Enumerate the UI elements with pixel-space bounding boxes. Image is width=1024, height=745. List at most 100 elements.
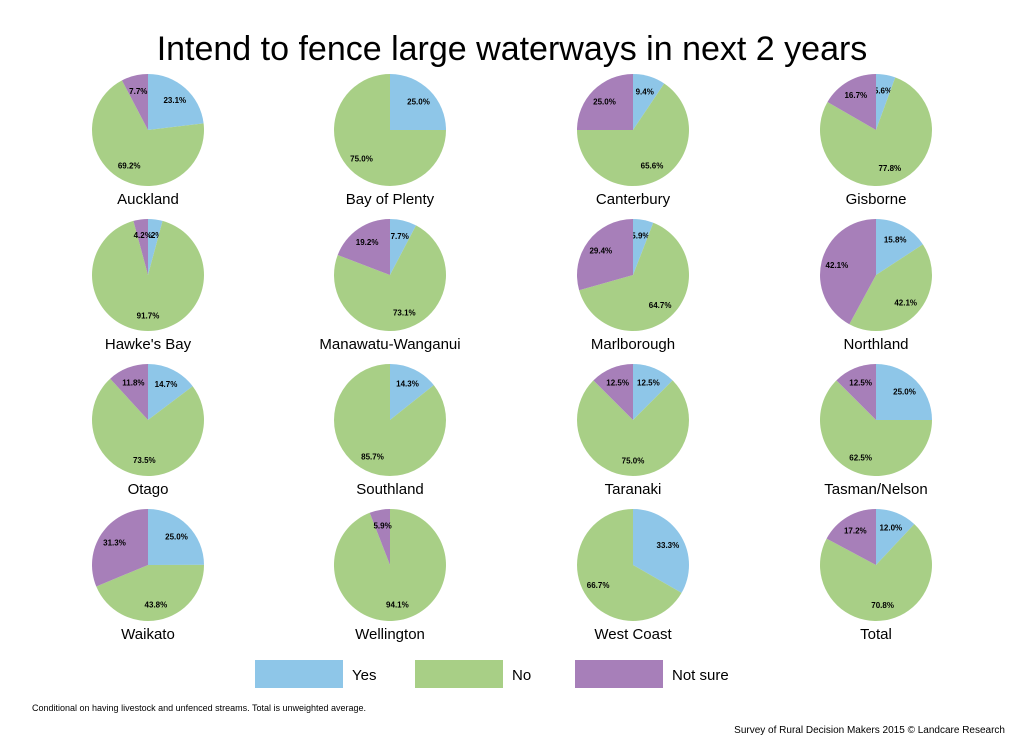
pie-value-label: 65.6% bbox=[641, 162, 664, 171]
pie-value-label: 75.0% bbox=[622, 456, 645, 465]
pie-value-label: 77.8% bbox=[878, 164, 901, 173]
pie-slice-not-sure bbox=[121, 74, 148, 130]
pie-slice-no bbox=[96, 564, 205, 621]
pie-slice-yes bbox=[390, 219, 417, 275]
pie-value-label: 12.5% bbox=[637, 379, 660, 388]
pie-value-label: 5.6% bbox=[874, 86, 892, 95]
pie-region-label: Northland bbox=[843, 336, 908, 353]
pie-value-label: 73.5% bbox=[133, 456, 156, 465]
pie-slice-yes bbox=[148, 74, 204, 130]
pie-grid: 23.1% 69.2% 7.7% Auckland 25.0% 75.0% Bay of P… bbox=[91, 73, 932, 643]
pie-value-label: 69.2% bbox=[118, 162, 141, 171]
pie-slice-no bbox=[334, 225, 447, 332]
pie-slice-no bbox=[579, 222, 690, 331]
footnote: Conditional on having livestock and unfe… bbox=[32, 703, 366, 713]
pie-hawke-s-bay: 4.2% 91.7% 4.2% Hawke's Bay bbox=[92, 219, 204, 353]
pie-slice-not-sure bbox=[577, 74, 633, 130]
pie-slice-not-sure bbox=[92, 509, 148, 587]
pie-slice-no bbox=[91, 80, 204, 187]
pie-value-label: 42.1% bbox=[894, 298, 917, 307]
pie-value-label: 25.0% bbox=[893, 388, 916, 397]
legend-swatch-yes bbox=[255, 660, 343, 688]
pie-region-label: Gisborne bbox=[846, 191, 907, 208]
pie-value-label: 75.0% bbox=[350, 155, 373, 164]
pie-value-label: 66.7% bbox=[587, 581, 610, 590]
pie-value-label: 7.7% bbox=[129, 87, 147, 96]
pie-slice-not-sure bbox=[110, 364, 148, 420]
pie-slice-not-sure bbox=[369, 509, 390, 565]
pie-region-label: Canterbury bbox=[596, 191, 671, 208]
pie-slice-yes bbox=[633, 219, 654, 275]
pie-region-label: West Coast bbox=[594, 626, 672, 643]
pie-slice-not-sure bbox=[820, 219, 876, 325]
pie-manawatu-wanganui: 7.7% 73.1% 19.2% Manawatu-Wanganui bbox=[319, 219, 461, 353]
pie-region-label: Auckland bbox=[117, 191, 179, 208]
pie-slice-yes bbox=[148, 219, 163, 275]
pie-taranaki: 12.5% 75.0% 12.5% Taranaki bbox=[577, 364, 690, 498]
pie-value-label: 64.7% bbox=[649, 301, 672, 310]
pie-region-label: Total bbox=[860, 626, 892, 643]
pie-region-label: Otago bbox=[128, 481, 169, 498]
pie-value-label: 14.3% bbox=[396, 380, 419, 389]
pie-value-label: 73.1% bbox=[393, 309, 416, 318]
legend-label-no: No bbox=[512, 667, 531, 684]
pie-slice-no bbox=[577, 83, 689, 187]
pie-northland: 15.8% 42.1% 42.1% Northland bbox=[820, 219, 932, 353]
pie-bay-of-plenty: 25.0% 75.0% Bay of Plenty bbox=[334, 74, 446, 208]
pie-total: 12.0% 70.8% 17.2% Total bbox=[819, 509, 932, 643]
source-credit: Survey of Rural Decision Makers 2015 © L… bbox=[734, 725, 1005, 736]
pie-value-label: 7.7% bbox=[391, 232, 409, 241]
pie-value-label: 62.5% bbox=[849, 453, 872, 462]
pie-slice-no bbox=[333, 509, 446, 622]
pie-value-label: 12.5% bbox=[606, 379, 629, 388]
pie-region-label: Manawatu-Wanganui bbox=[319, 336, 460, 353]
pie-value-label: 43.8% bbox=[145, 601, 168, 610]
pie-value-label: 17.2% bbox=[844, 526, 867, 535]
pie-value-label: 19.2% bbox=[356, 238, 379, 247]
legend-label-yes: Yes bbox=[352, 667, 376, 684]
pie-value-label: 9.4% bbox=[636, 87, 654, 96]
pie-value-label: 31.3% bbox=[103, 539, 126, 548]
pie-value-label: 25.0% bbox=[593, 98, 616, 107]
pie-slice-yes bbox=[633, 509, 690, 593]
pie-slice-no bbox=[92, 220, 204, 331]
pie-slice-not-sure bbox=[133, 219, 148, 275]
pie-gisborne: 5.6% 77.8% 16.7% Gisborne bbox=[819, 73, 932, 208]
pie-slice-no bbox=[333, 364, 446, 476]
pie-value-label: 29.4% bbox=[589, 247, 612, 256]
pie-slice-yes bbox=[633, 364, 673, 420]
pie-otago: 14.7% 73.5% 11.8% Otago bbox=[92, 364, 205, 498]
pie-slice-no bbox=[820, 380, 932, 476]
pie-west-coast: 33.3% 66.7% West Coast bbox=[577, 509, 690, 643]
pie-slice-no bbox=[577, 380, 690, 476]
pie-slice-yes bbox=[390, 364, 434, 420]
legend-label-not-sure: Not sure bbox=[672, 667, 729, 684]
pie-value-label: 12.5% bbox=[849, 379, 872, 388]
pie-slice-yes bbox=[876, 364, 932, 420]
pie-value-label: 11.8% bbox=[122, 378, 144, 387]
pie-value-label: 16.7% bbox=[844, 91, 867, 100]
pie-value-label: 94.1% bbox=[386, 601, 409, 610]
pie-value-label: 4.2% bbox=[134, 231, 152, 240]
pie-slice-no bbox=[849, 244, 932, 331]
pie-value-label: 42.1% bbox=[826, 261, 849, 270]
pie-slice-no bbox=[819, 77, 932, 186]
pie-slice-no bbox=[819, 524, 932, 622]
pie-slice-not-sure bbox=[827, 74, 876, 130]
pie-value-label: 5.9% bbox=[631, 231, 649, 240]
pie-slice-not-sure bbox=[826, 509, 876, 565]
pie-value-label: 25.0% bbox=[407, 98, 430, 107]
pie-slice-yes bbox=[633, 74, 665, 130]
pie-region-label: Southland bbox=[356, 481, 424, 498]
pie-slice-yes bbox=[876, 509, 915, 565]
pie-slice-no bbox=[334, 74, 446, 186]
pie-marlborough: 5.9% 64.7% 29.4% Marlborough bbox=[577, 219, 690, 353]
pie-value-label: 4.2% bbox=[144, 231, 162, 240]
pie-slice-yes bbox=[390, 74, 446, 130]
chart-title: Intend to fence large waterways in next … bbox=[157, 30, 868, 68]
pie-region-label: Bay of Plenty bbox=[346, 191, 435, 208]
pie-region-label: Taranaki bbox=[605, 481, 662, 498]
pie-slice-yes bbox=[876, 219, 923, 275]
pie-value-label: 5.9% bbox=[373, 521, 391, 530]
